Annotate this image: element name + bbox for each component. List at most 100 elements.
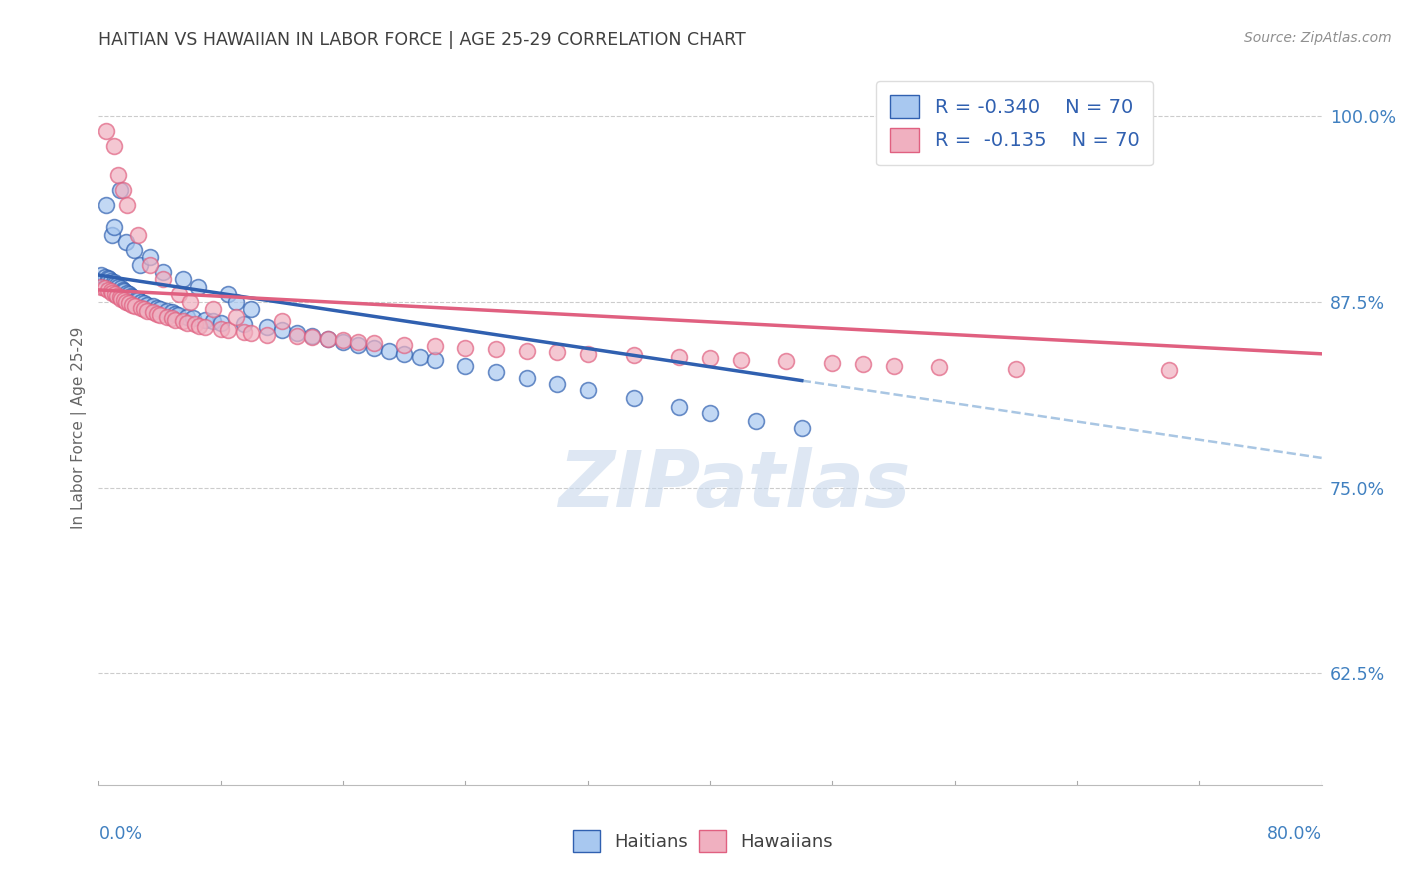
Point (160, 311, 183, 326)
Point (217, 287, 239, 301)
Point (623, 392, 645, 406)
Point (485, 365, 508, 379)
Point (127, 227, 149, 242)
Point (316, 332, 339, 346)
Point (347, 334, 370, 349)
Point (194, 312, 217, 326)
Point (127, 293, 149, 308)
Point (188, 318, 211, 333)
Point (156, 303, 179, 318)
Point (392, 347, 416, 361)
Point (120, 289, 142, 303)
Point (332, 334, 354, 349)
Point (181, 311, 204, 326)
Point (270, 314, 292, 328)
Point (392, 338, 416, 352)
Point (112, 293, 135, 308)
Point (516, 343, 538, 358)
Text: ZIPatlas: ZIPatlas (558, 447, 911, 524)
Y-axis label: In Labor Force | Age 25-29: In Labor Force | Age 25-29 (72, 327, 87, 529)
Point (301, 329, 323, 343)
Point (97, 283, 120, 297)
Point (202, 302, 225, 317)
Point (111, 283, 134, 297)
Point (852, 357, 875, 371)
Point (94, 124, 117, 138)
Point (256, 320, 278, 334)
Point (699, 351, 721, 366)
Point (124, 299, 146, 313)
Point (363, 336, 385, 351)
Point (117, 198, 139, 212)
Point (485, 343, 508, 357)
Point (516, 370, 538, 384)
Point (668, 350, 690, 364)
Point (110, 281, 132, 295)
Point (152, 265, 174, 279)
Point (240, 302, 263, 317)
Point (699, 406, 721, 420)
Point (149, 308, 172, 322)
Point (668, 401, 690, 415)
Point (163, 307, 186, 321)
Point (730, 352, 752, 367)
Point (423, 339, 446, 353)
Point (623, 348, 645, 362)
Legend: R = -0.340    N = 70, R =  -0.135    N = 70: R = -0.340 N = 70, R = -0.135 N = 70 (876, 81, 1153, 166)
Point (316, 332, 339, 346)
Point (122, 243, 145, 257)
Point (129, 301, 152, 315)
Point (217, 323, 239, 337)
Point (821, 356, 844, 370)
Point (103, 138, 125, 153)
Point (546, 376, 568, 391)
Point (225, 294, 247, 309)
Point (928, 360, 950, 375)
Point (363, 341, 385, 355)
Point (101, 227, 124, 242)
Point (240, 326, 263, 340)
Point (101, 285, 124, 300)
Point (139, 258, 162, 272)
Point (94, 198, 117, 212)
Point (103, 220, 125, 235)
Point (90, 268, 112, 282)
Point (98, 272, 121, 286)
Legend: Haitians, Hawaiians: Haitians, Hawaiians (564, 821, 842, 861)
Text: Source: ZipAtlas.com: Source: ZipAtlas.com (1244, 31, 1392, 45)
Point (142, 299, 165, 313)
Point (232, 317, 254, 331)
Point (172, 272, 194, 286)
Point (100, 285, 122, 299)
Point (187, 280, 209, 294)
Point (111, 183, 134, 197)
Point (167, 308, 190, 322)
Point (270, 323, 292, 337)
Point (136, 303, 159, 318)
Point (139, 250, 162, 264)
Point (176, 316, 198, 330)
Point (90, 280, 112, 294)
Text: HAITIAN VS HAWAIIAN IN LABOR FORCE | AGE 25-29 CORRELATION CHART: HAITIAN VS HAWAIIAN IN LABOR FORCE | AGE… (98, 31, 747, 49)
Point (142, 305, 165, 319)
Point (134, 302, 156, 317)
Text: 80.0%: 80.0% (1267, 825, 1322, 843)
Point (105, 278, 128, 293)
Point (103, 276, 125, 290)
Point (576, 347, 599, 361)
Point (454, 341, 477, 355)
Point (256, 327, 278, 342)
Point (149, 302, 172, 317)
Point (145, 307, 167, 321)
Point (285, 329, 308, 343)
Point (169, 287, 191, 301)
Point (225, 310, 247, 324)
Point (209, 321, 232, 335)
Point (156, 310, 179, 324)
Point (115, 235, 138, 250)
Point (347, 338, 370, 352)
Point (129, 294, 152, 309)
Point (194, 320, 217, 334)
Point (332, 334, 354, 348)
Point (790, 421, 813, 435)
